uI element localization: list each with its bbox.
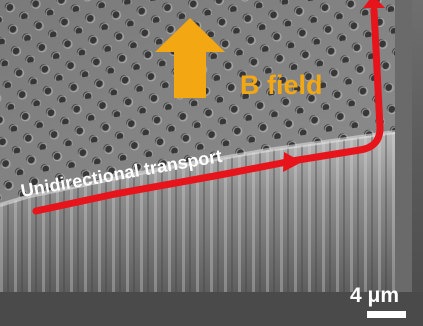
path-arrow-icon bbox=[32, 0, 385, 215]
substrate-floor bbox=[0, 292, 423, 326]
up-arrow-icon bbox=[155, 18, 225, 98]
scale-bar bbox=[367, 311, 406, 318]
field-label: B field bbox=[240, 70, 323, 100]
photonic-crystal-side-walls bbox=[0, 0, 412, 300]
scale-bar-label: 4 μm bbox=[350, 284, 399, 307]
photonic-crystal-top-surface bbox=[0, 0, 395, 205]
